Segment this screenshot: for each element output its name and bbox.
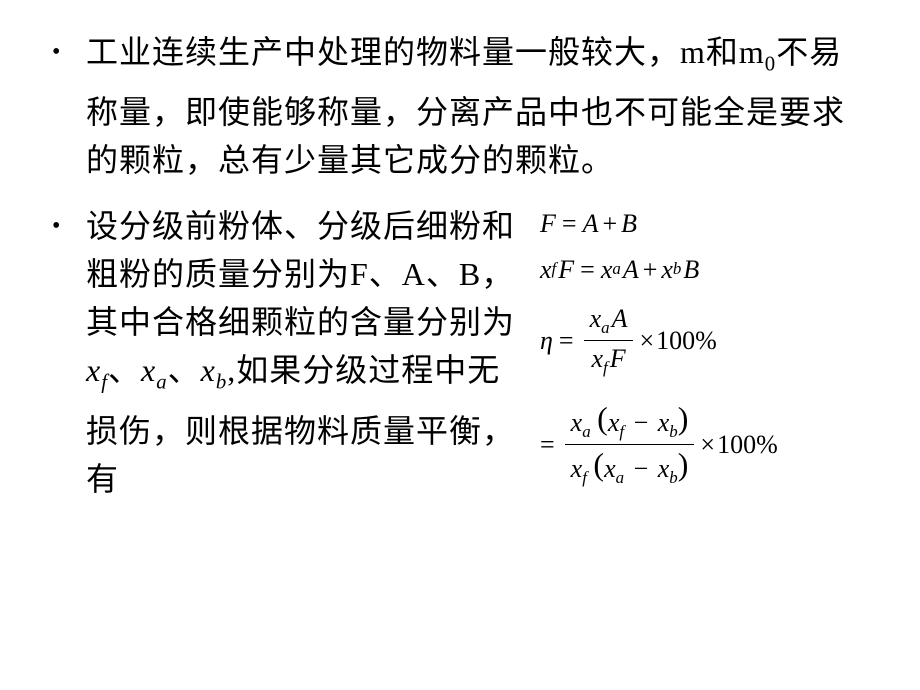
- fraction-2: xa (xf − xb) xf (xa − xb): [565, 401, 695, 489]
- slide: • 工业连续生产中处理的物料量一般较大，m和m0不易称量，即使能够称量，分离产品…: [0, 0, 920, 690]
- comma: ,: [227, 352, 236, 388]
- bullet-dot-icon: •: [50, 202, 86, 250]
- equation-4: = xa (xf − xb) xf (xa − xb) ×: [540, 401, 870, 489]
- equations-block: F = A + B xf F = xa A + xb B η =: [540, 202, 870, 502]
- bullet-2: • 设分级前粉体、分级后细粉和粗粉的质量分别为F、A、B，其中合格细颗粒的含量分…: [50, 202, 520, 502]
- bullet-1: • 工业连续生产中处理的物料量一般较大，m和m0不易称量，即使能够称量，分离产品…: [50, 28, 870, 184]
- bullet-2-text: 设分级前粉体、分级后细粉和粗粉的质量分别为F、A、B，其中合格细颗粒的含量分别为…: [86, 202, 520, 502]
- fraction-1: xaA xfF: [584, 303, 634, 379]
- bullet-1-text: 工业连续生产中处理的物料量一般较大，m和m0不易称量，即使能够称量，分离产品中也…: [86, 28, 870, 184]
- equation-3: η = xaA xfF × 100%: [540, 303, 870, 379]
- bullet-dot-icon: •: [50, 28, 86, 76]
- equation-1: F = A + B: [540, 208, 870, 239]
- var-xf: xf: [86, 352, 108, 388]
- bullet-1-sub: 0: [765, 52, 776, 75]
- bullet-2-part-a: 设分级前粉体、分级后细粉和粗粉的质量分别为F、A、B，其中合格细颗粒的含量分别为: [86, 208, 515, 340]
- var-xa: xa: [141, 352, 168, 388]
- sep2: 、: [168, 352, 201, 388]
- bullet-2-wrapper: • 设分级前粉体、分级后细粉和粗粉的质量分别为F、A、B，其中合格细颗粒的含量分…: [50, 202, 520, 520]
- equation-2: xf F = xa A + xb B: [540, 254, 870, 285]
- lower-section: • 设分级前粉体、分级后细粉和粗粉的质量分别为F、A、B，其中合格细颗粒的含量分…: [50, 202, 870, 520]
- var-xb: xb: [201, 352, 228, 388]
- sep1: 、: [108, 352, 141, 388]
- bullet-1-part-a: 工业连续生产中处理的物料量一般较大，m和m: [86, 34, 765, 70]
